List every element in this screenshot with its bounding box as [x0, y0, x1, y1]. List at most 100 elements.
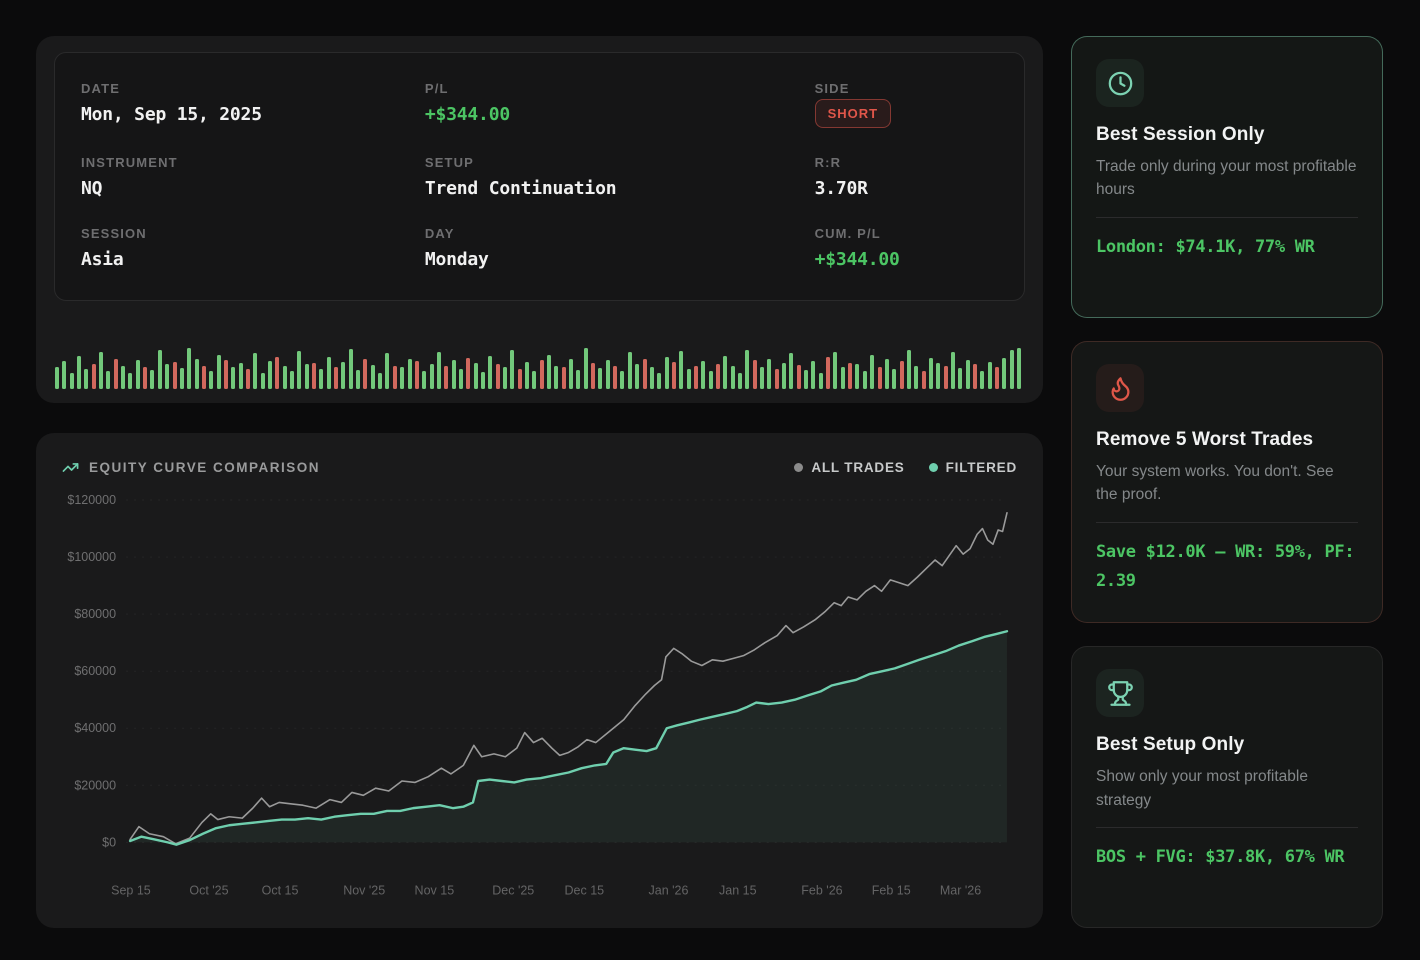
loss-bar [671, 362, 676, 389]
card-best-setup[interactable]: Best Setup Only Show only your most prof… [1071, 646, 1383, 929]
svg-text:Dec 15: Dec 15 [565, 883, 605, 897]
loss-bar [693, 366, 698, 389]
win-bar [488, 355, 493, 389]
card-remove-worst-trades[interactable]: Remove 5 Worst Trades Your system works.… [1071, 341, 1383, 624]
win-bar [950, 352, 955, 389]
win-bar [664, 356, 669, 389]
field-pl-value: +$344.00 [424, 104, 510, 125]
win-bar [1009, 349, 1014, 389]
win-bar [473, 362, 478, 389]
win-bar [69, 372, 74, 389]
win-bar [238, 362, 243, 389]
win-bar [510, 349, 515, 389]
trade-detail-card: DATE Mon, Sep 15, 2025 P/L +$344.00 SIDE… [54, 52, 1025, 301]
loss-bar [539, 360, 544, 389]
win-bar [833, 351, 838, 389]
equity-header: EQUITY CURVE COMPARISON ALL TRADES FILTE… [62, 459, 1017, 476]
win-bar [870, 355, 875, 389]
card-best-setup-icon-box [1096, 669, 1144, 718]
field-cum-pl: CUM. P/L +$344.00 [815, 226, 998, 270]
loss-bar [995, 367, 999, 389]
win-bar [62, 361, 67, 389]
svg-text:$0: $0 [102, 835, 116, 849]
win-bar [987, 362, 992, 389]
field-side-value: SHORT [814, 96, 998, 128]
loss-bar [312, 362, 317, 389]
loss-bar [143, 367, 148, 389]
win-bar [179, 368, 184, 389]
svg-text:Oct '25: Oct '25 [189, 883, 228, 897]
win-bar [840, 367, 845, 389]
loss-bar [223, 360, 228, 389]
win-bar [370, 364, 375, 389]
card-best-setup-title: Best Setup Only [1096, 734, 1245, 756]
field-rr-value: 3.70R [814, 178, 868, 199]
card-remove-worst-icon-box [1096, 364, 1144, 413]
win-bar [862, 370, 867, 389]
side-badge: SHORT [814, 99, 892, 128]
win-bar [892, 369, 897, 389]
win-bar [165, 363, 170, 389]
win-bar [1002, 357, 1007, 389]
svg-text:$80000: $80000 [74, 607, 116, 621]
field-date-value: Mon, Sep 15, 2025 [81, 104, 262, 125]
win-bar [605, 360, 610, 389]
win-bar [598, 368, 603, 389]
legend-label-filtered: FILTERED [945, 460, 1017, 475]
win-bar [855, 363, 860, 389]
card-best-setup-stat: BOS + FVG: $37.8K, 67% WR [1096, 846, 1345, 867]
field-pl-label: P/L [424, 81, 449, 96]
win-bar [209, 370, 214, 389]
field-instrument-label: INSTRUMENT [81, 155, 178, 170]
clock-icon [1108, 71, 1132, 95]
trade-history-bars [54, 347, 1025, 389]
main-column: DATE Mon, Sep 15, 2025 P/L +$344.00 SIDE… [36, 36, 1043, 929]
win-bar [451, 360, 456, 389]
win-bar [458, 369, 463, 389]
win-bar [627, 352, 632, 389]
legend-item-all-trades[interactable]: ALL TRADES [794, 460, 904, 475]
win-bar [583, 348, 588, 389]
win-bar [635, 363, 640, 389]
win-bar [569, 358, 574, 389]
win-bar [157, 349, 162, 389]
svg-text:Sep 15: Sep 15 [111, 883, 151, 897]
field-session-value: Asia [81, 249, 124, 270]
loss-bar [796, 364, 801, 389]
svg-text:$20000: $20000 [74, 778, 116, 792]
loss-bar [91, 363, 96, 389]
svg-text:$100000: $100000 [67, 550, 116, 564]
win-bar [150, 369, 155, 389]
card-best-session-desc: Trade only during your most profitable h… [1096, 158, 1357, 199]
win-bar [701, 361, 706, 389]
card-remove-worst-stat: Save $12.0K — WR: 59%, PF: 2.39 [1096, 541, 1355, 592]
card-best-session-icon-box [1096, 59, 1144, 107]
win-bar [620, 370, 625, 389]
flame-icon [1111, 376, 1129, 401]
win-bar [723, 355, 728, 389]
win-bar [525, 362, 529, 389]
win-bar [135, 360, 140, 389]
card-best-session[interactable]: Best Session Only Trade only during your… [1071, 36, 1383, 319]
win-bar [436, 351, 441, 389]
win-bar [657, 372, 662, 389]
loss-bar [201, 365, 206, 389]
card-best-session-stat: London: $74.1K, 77% WR [1096, 236, 1315, 257]
trade-summary-panel: DATE Mon, Sep 15, 2025 P/L +$344.00 SIDE… [36, 36, 1043, 403]
win-bar [928, 357, 933, 389]
win-bar [804, 369, 809, 389]
legend-dot-all-trades [794, 463, 804, 472]
win-bar [480, 371, 485, 389]
win-bar [767, 358, 772, 389]
field-rr: R:R 3.70R [815, 155, 998, 199]
win-bar [789, 353, 794, 389]
win-bar [906, 349, 911, 389]
win-bar [282, 366, 287, 389]
legend-item-filtered[interactable]: FILTERED [928, 460, 1017, 475]
win-bar [99, 352, 104, 389]
win-bar [1017, 348, 1022, 389]
card-best-session-title: Best Session Only [1096, 124, 1265, 145]
loss-bar [613, 365, 618, 389]
divider [1096, 826, 1358, 828]
